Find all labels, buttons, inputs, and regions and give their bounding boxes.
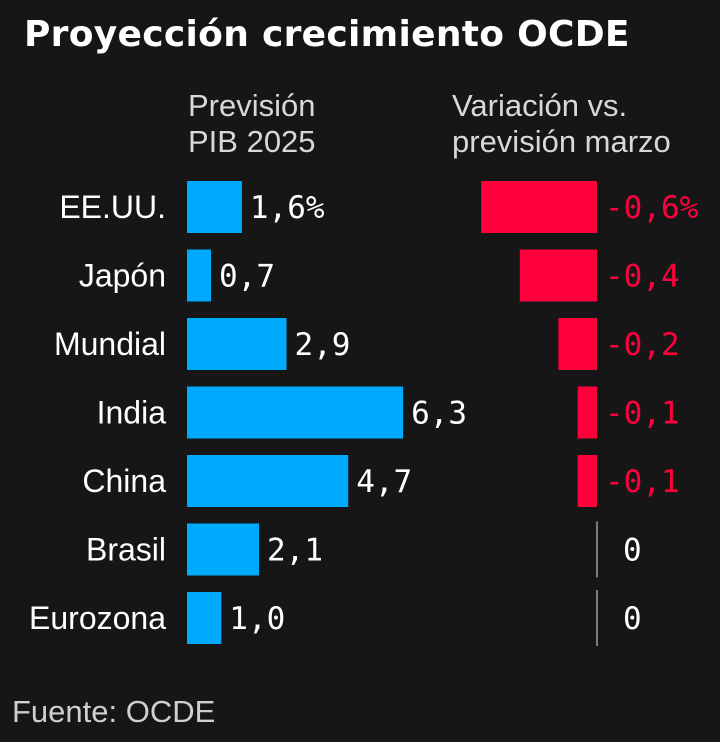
gdp-bar bbox=[187, 318, 287, 370]
gdp-value-label: 1,0 bbox=[229, 601, 285, 637]
source-note: Fuente: OCDE bbox=[12, 694, 216, 729]
gdp-bar bbox=[187, 523, 260, 576]
change-value-label: -0,1 bbox=[605, 464, 680, 500]
gdp-header-line2: PIB 2025 bbox=[188, 124, 316, 159]
category-label: EE.UU. bbox=[59, 189, 166, 225]
category-label: China bbox=[82, 463, 166, 499]
category-label: Eurozona bbox=[29, 600, 166, 636]
change-bar bbox=[558, 318, 597, 370]
category-label: Brasil bbox=[86, 532, 166, 568]
change-column-header: Variación vs. previsión marzo bbox=[452, 88, 671, 160]
change-header-line2: previsión marzo bbox=[452, 124, 671, 159]
change-bar bbox=[577, 455, 597, 507]
gdp-bar bbox=[187, 249, 212, 302]
change-value-label: 0 bbox=[623, 533, 642, 569]
change-value-label: -0,1 bbox=[605, 396, 680, 432]
category-label: Japón bbox=[79, 258, 166, 294]
change-bar bbox=[577, 386, 597, 439]
category-label: Mundial bbox=[54, 326, 166, 362]
gdp-header-line1: Previsión bbox=[188, 88, 316, 123]
category-label: India bbox=[97, 395, 167, 431]
gdp-column-header: Previsión PIB 2025 bbox=[188, 88, 316, 160]
change-value-label: -0,6% bbox=[605, 190, 699, 226]
change-value-label: -0,4 bbox=[605, 259, 680, 295]
gdp-bar bbox=[187, 386, 404, 439]
gdp-value-label: 1,6% bbox=[250, 190, 325, 226]
gdp-value-label: 4,7 bbox=[356, 464, 412, 500]
gdp-value-label: 0,7 bbox=[219, 259, 275, 295]
gdp-value-label: 2,9 bbox=[294, 327, 350, 363]
change-header-line1: Variación vs. bbox=[452, 88, 628, 123]
chart-title: Proyección crecimiento OCDE bbox=[24, 14, 630, 55]
gdp-bar bbox=[187, 592, 222, 644]
gdp-value-label: 2,1 bbox=[267, 533, 323, 569]
gdp-value-label: 6,3 bbox=[411, 396, 467, 432]
gdp-bar bbox=[187, 455, 349, 507]
change-bar bbox=[481, 181, 597, 233]
change-value-label: 0 bbox=[623, 601, 642, 637]
change-value-label: -0,2 bbox=[605, 327, 680, 363]
change-bar bbox=[519, 249, 597, 302]
gdp-bar bbox=[187, 181, 242, 233]
